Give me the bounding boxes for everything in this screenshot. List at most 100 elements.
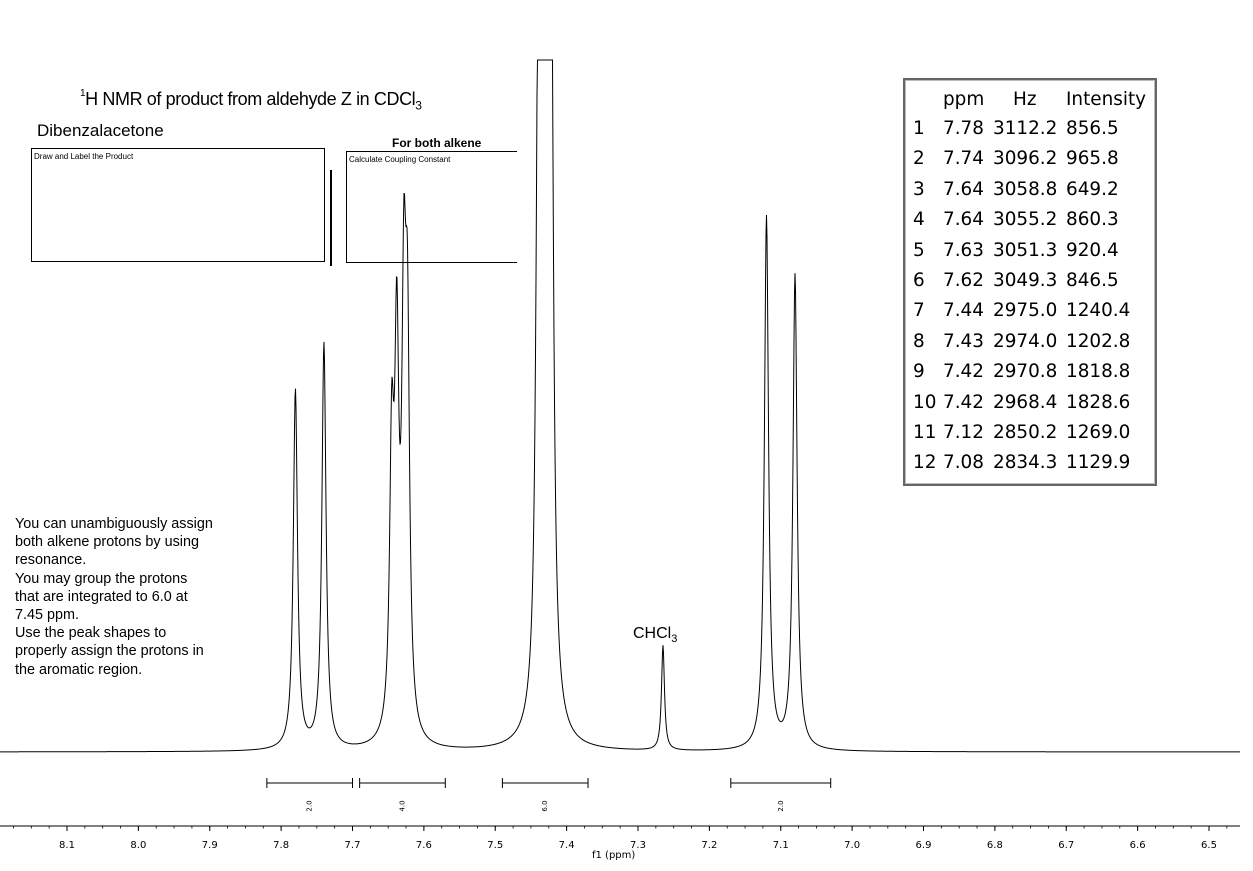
cell-hz: 3049.3 <box>993 270 1058 291</box>
both-alkene-label: For both alkene <box>392 136 482 150</box>
cell-n: 8 <box>913 330 925 352</box>
peak-table-row: 7 7.44 2975.0 1240.4 <box>905 300 1155 330</box>
cell-intensity: 860.3 <box>1066 209 1119 231</box>
spectrum-trace <box>0 59 1240 753</box>
cell-ppm: 7.44 <box>943 300 984 322</box>
cell-intensity: 1240.4 <box>1066 300 1131 322</box>
note-line: You may group the protons <box>15 570 188 587</box>
chart-title: 1H NMR of product from aldehyde Z in CDC… <box>80 88 422 113</box>
cell-ppm: 7.62 <box>943 270 984 291</box>
peak-table-row: 2 7.74 3096.2 965.8 <box>905 148 1155 178</box>
header-ppm: ppm <box>943 89 985 110</box>
x-tick-label: 6.5 <box>1201 840 1217 851</box>
cell-ppm: 7.08 <box>943 452 984 474</box>
x-tick-label: 8.1 <box>59 840 75 851</box>
instructions-text: You can unambiguously assign both alkene… <box>15 515 235 679</box>
cell-intensity: 920.4 <box>1066 239 1119 261</box>
peak-table-row: 4 7.64 3055.2 860.3 <box>905 209 1155 239</box>
cell-ppm: 7.12 <box>943 422 984 443</box>
peak-table-row: 5 7.63 3051.3 920.4 <box>905 240 1155 270</box>
integral-value: 2.0 <box>777 800 785 811</box>
note-line: that are integrated to 6.0 at <box>15 588 188 605</box>
note-line: Use the peak shapes to <box>15 625 167 642</box>
cell-ppm: 7.64 <box>943 209 984 231</box>
coupling-constant-label: Calculate Coupling Constant <box>349 155 451 164</box>
cell-n: 7 <box>913 300 925 322</box>
note-line: properly assign the protons in <box>15 643 204 660</box>
title-main: H NMR of product from aldehyde Z in CDCl <box>85 89 416 109</box>
header-hz: Hz <box>1013 89 1037 110</box>
cell-hz: 3051.3 <box>993 239 1058 261</box>
cell-hz: 2834.3 <box>993 452 1058 474</box>
cell-intensity: 846.5 <box>1066 270 1119 291</box>
cell-ppm: 7.74 <box>943 148 984 170</box>
cell-intensity: 1269.0 <box>1066 422 1131 443</box>
cell-intensity: 965.8 <box>1066 148 1119 170</box>
x-tick-label: 6.6 <box>1130 840 1146 851</box>
header-intensity: Intensity <box>1066 89 1147 110</box>
peak-table-row: 9 7.42 2970.8 1818.8 <box>905 361 1155 391</box>
note-line: the aromatic region. <box>15 661 143 678</box>
cell-n: 9 <box>913 361 925 383</box>
cell-hz: 2975.0 <box>993 300 1058 322</box>
cell-hz: 2970.8 <box>993 361 1058 383</box>
compound-name: Dibenzalacetone <box>37 121 164 140</box>
x-tick-label: 7.9 <box>202 840 218 851</box>
x-tick-label: 7.4 <box>559 840 575 851</box>
cell-n: 2 <box>913 148 925 170</box>
integral-value: 4.0 <box>398 800 406 811</box>
cell-n: 5 <box>913 239 925 261</box>
cell-ppm: 7.43 <box>943 330 984 352</box>
cell-n: 3 <box>913 178 925 200</box>
x-tick-label: 6.8 <box>987 840 1003 851</box>
peak-table-header: ppm Hz Intensity <box>905 89 1155 111</box>
cell-hz: 3058.8 <box>993 178 1058 200</box>
cell-n: 1 <box>913 118 925 139</box>
peak-table-row: 11 7.12 2850.2 1269.0 <box>905 422 1155 452</box>
note-line: resonance. <box>15 552 87 569</box>
coupling-constant-box[interactable]: Calculate Coupling Constant <box>346 151 517 263</box>
peak-table-row: 3 7.64 3058.8 649.2 <box>905 179 1155 209</box>
x-tick-label: 7.3 <box>630 840 646 851</box>
solvent-peak-label: CHCl3 <box>633 625 677 645</box>
cell-n: 11 <box>913 422 937 443</box>
cell-intensity: 856.5 <box>1066 118 1119 139</box>
cell-ppm: 7.64 <box>943 178 984 200</box>
draw-product-box[interactable]: Draw and Label the Product <box>31 148 325 262</box>
cell-ppm: 7.78 <box>943 118 984 139</box>
x-tick-label: 6.7 <box>1058 840 1074 851</box>
integral-bar <box>730 778 832 788</box>
cell-intensity: 1129.9 <box>1066 452 1131 474</box>
peak-table-row: 1 7.78 3112.2 856.5 <box>905 118 1155 148</box>
x-axis-label: f1 (ppm) <box>592 850 636 861</box>
peak-table-row: 10 7.42 2968.4 1828.6 <box>905 392 1155 422</box>
note-line: You can unambiguously assign <box>15 516 213 532</box>
note-line: both alkene protons by using <box>15 534 200 551</box>
title-superscript: 1 <box>80 88 86 99</box>
cell-hz: 2850.2 <box>993 422 1058 443</box>
x-tick-label: 7.5 <box>487 840 503 851</box>
peak-table-row: 12 7.08 2834.3 1129.9 <box>905 452 1155 482</box>
x-tick-label: 6.9 <box>916 840 932 851</box>
x-axis-ticks: 8.1 8.0 7.9 7.8 7.7 7.6 7.5 7.4 7.3 7.2 7.1 7.0 6.9 6… <box>13 826 1228 851</box>
x-tick-label: 7.8 <box>273 840 289 851</box>
cell-intensity: 649.2 <box>1066 178 1119 200</box>
cell-hz: 2974.0 <box>993 330 1058 352</box>
solvent-subscript: 3 <box>671 633 678 646</box>
x-tick-label: 8.0 <box>130 840 146 851</box>
solvent-main: CHCl <box>633 625 672 642</box>
integral-bars: 2.0 4.0 6.0 2.0 <box>266 778 832 812</box>
integral-bar <box>501 778 589 788</box>
cell-hz: 3096.2 <box>993 148 1058 170</box>
cell-n: 12 <box>913 452 937 474</box>
integral-bar <box>359 778 446 788</box>
divider-line <box>330 170 332 266</box>
integral-value: 2.0 <box>306 800 314 811</box>
integral-bar <box>266 778 353 788</box>
cell-ppm: 7.42 <box>943 391 984 413</box>
cell-intensity: 1202.8 <box>1066 330 1131 352</box>
x-tick-label: 7.6 <box>416 840 432 851</box>
x-tick-label: 7.1 <box>773 840 789 851</box>
cell-hz: 3055.2 <box>993 209 1058 231</box>
